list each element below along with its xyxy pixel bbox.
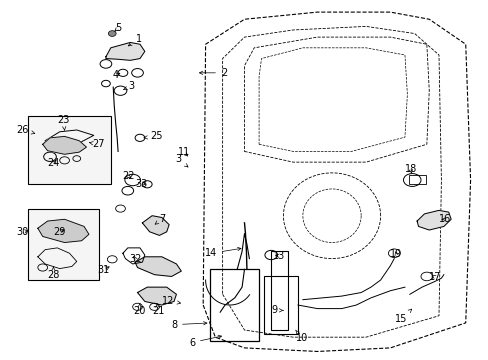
Text: 3: 3 (176, 154, 187, 167)
Polygon shape (106, 42, 144, 60)
Polygon shape (38, 219, 89, 243)
Text: 6: 6 (188, 335, 221, 347)
Text: 17: 17 (428, 272, 440, 282)
Text: 30: 30 (17, 227, 29, 237)
Text: 13: 13 (273, 251, 285, 261)
Text: 15: 15 (394, 309, 411, 324)
Text: 5: 5 (115, 23, 121, 33)
Text: 26: 26 (17, 125, 35, 135)
Text: 28: 28 (47, 267, 60, 280)
Text: 29: 29 (54, 227, 66, 237)
Text: 31: 31 (97, 265, 109, 275)
Text: 8: 8 (171, 320, 206, 330)
Text: 33: 33 (135, 179, 147, 189)
Text: 11: 11 (178, 148, 190, 157)
Text: 25: 25 (143, 131, 162, 141)
Polygon shape (137, 287, 176, 305)
Text: 2: 2 (199, 68, 227, 78)
Text: 27: 27 (89, 139, 104, 149)
Text: 21: 21 (151, 303, 164, 316)
Text: 9: 9 (271, 305, 283, 315)
Bar (264, 276, 297, 334)
Text: 16: 16 (438, 214, 450, 224)
Text: 14: 14 (205, 247, 241, 258)
Text: 12: 12 (161, 296, 180, 306)
Polygon shape (142, 216, 169, 235)
Bar (408, 175, 426, 184)
Bar (210, 269, 259, 341)
Text: 22: 22 (122, 171, 135, 181)
Text: 10: 10 (295, 330, 307, 343)
Text: 19: 19 (389, 249, 402, 259)
Polygon shape (42, 136, 86, 154)
Text: 1: 1 (128, 34, 142, 46)
Polygon shape (416, 210, 450, 230)
Text: 32: 32 (129, 253, 141, 264)
Text: 7: 7 (155, 214, 164, 224)
Polygon shape (135, 257, 181, 276)
Bar (28, 208, 99, 280)
Text: 4: 4 (112, 70, 120, 80)
Circle shape (108, 31, 116, 36)
Text: 20: 20 (133, 303, 145, 316)
Text: 23: 23 (57, 115, 70, 131)
Text: 18: 18 (404, 164, 416, 174)
Text: 24: 24 (48, 158, 60, 168)
Text: 3: 3 (123, 81, 135, 91)
Bar (271, 251, 287, 330)
Bar (28, 116, 111, 184)
